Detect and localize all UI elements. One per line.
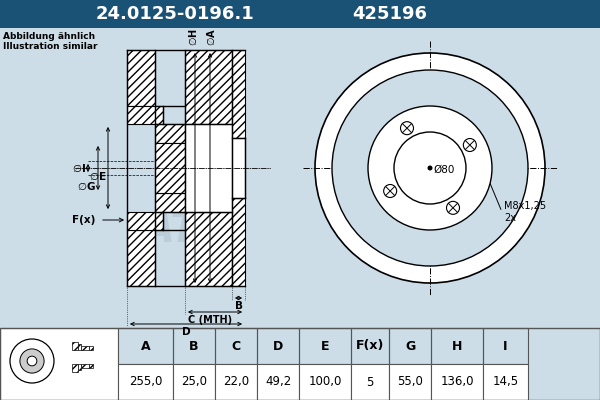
Bar xyxy=(185,50,232,124)
Text: A: A xyxy=(140,340,151,352)
Text: 425196: 425196 xyxy=(353,5,427,23)
Text: I: I xyxy=(503,340,508,352)
Bar xyxy=(81,346,89,350)
Circle shape xyxy=(315,53,545,283)
Bar xyxy=(431,364,483,400)
Bar xyxy=(351,328,389,364)
Bar xyxy=(389,364,431,400)
Text: C: C xyxy=(232,340,241,352)
Text: Abbildung ähnlich: Abbildung ähnlich xyxy=(3,32,95,41)
Text: 2x: 2x xyxy=(504,213,516,223)
Bar xyxy=(118,364,173,400)
Bar xyxy=(72,364,78,372)
Bar xyxy=(0,328,118,400)
Text: 55,0: 55,0 xyxy=(397,376,423,388)
Bar xyxy=(185,124,232,212)
Bar xyxy=(155,124,185,143)
Text: B: B xyxy=(235,301,242,311)
Circle shape xyxy=(368,106,492,230)
Bar xyxy=(155,193,185,212)
Text: E: E xyxy=(321,340,329,352)
Bar xyxy=(72,342,78,350)
Text: 14,5: 14,5 xyxy=(493,376,518,388)
Bar xyxy=(89,346,93,350)
Text: ATE: ATE xyxy=(143,209,227,251)
Circle shape xyxy=(446,201,460,214)
Bar xyxy=(351,364,389,400)
Circle shape xyxy=(383,184,397,198)
Bar xyxy=(232,198,245,286)
Text: Illustration similar: Illustration similar xyxy=(3,42,97,51)
Bar xyxy=(118,328,600,364)
Bar xyxy=(232,50,245,138)
Circle shape xyxy=(10,339,54,383)
Text: Ø80: Ø80 xyxy=(433,165,454,175)
Text: $\emptyset$I: $\emptyset$I xyxy=(72,162,86,174)
Bar xyxy=(185,212,232,286)
Bar xyxy=(78,344,81,350)
Text: 24.0125-0196.1: 24.0125-0196.1 xyxy=(95,5,254,23)
Bar xyxy=(299,328,351,364)
Bar xyxy=(232,138,245,198)
Text: C (MTH): C (MTH) xyxy=(188,315,232,325)
Bar xyxy=(215,328,257,364)
Bar xyxy=(299,364,351,400)
Bar xyxy=(173,364,215,400)
Text: $\emptyset$A: $\emptyset$A xyxy=(205,28,217,46)
Text: 100,0: 100,0 xyxy=(308,376,341,388)
Text: 25,0: 25,0 xyxy=(181,376,207,388)
Bar xyxy=(89,364,93,368)
Bar xyxy=(0,328,600,400)
Circle shape xyxy=(427,166,433,170)
Text: ATE: ATE xyxy=(403,221,477,255)
Text: G: G xyxy=(405,340,415,352)
Circle shape xyxy=(463,138,476,152)
Bar xyxy=(78,364,81,370)
Bar xyxy=(0,28,600,328)
Bar xyxy=(155,143,185,193)
Bar xyxy=(389,328,431,364)
Circle shape xyxy=(27,356,37,366)
Bar xyxy=(127,212,163,230)
Circle shape xyxy=(401,122,413,135)
Text: 255,0: 255,0 xyxy=(129,376,162,388)
Text: D: D xyxy=(182,327,190,337)
Bar xyxy=(81,364,89,368)
Text: B: B xyxy=(189,340,199,352)
Text: M8x1,25: M8x1,25 xyxy=(504,201,546,211)
Text: D: D xyxy=(273,340,283,352)
Bar xyxy=(173,328,215,364)
Bar xyxy=(118,328,173,364)
Text: $\emptyset$H: $\emptyset$H xyxy=(187,28,199,46)
Bar xyxy=(127,106,163,124)
Bar xyxy=(0,0,600,28)
Bar xyxy=(215,364,257,400)
Text: 49,2: 49,2 xyxy=(265,376,291,388)
Bar xyxy=(431,328,483,364)
Circle shape xyxy=(394,132,466,204)
Text: F(x): F(x) xyxy=(72,215,95,225)
Circle shape xyxy=(332,70,528,266)
Text: $\emptyset$G: $\emptyset$G xyxy=(77,180,96,192)
Text: 136,0: 136,0 xyxy=(440,376,474,388)
Text: H: H xyxy=(452,340,462,352)
Text: F(x): F(x) xyxy=(356,340,384,352)
Text: 5: 5 xyxy=(367,376,374,388)
Bar xyxy=(483,328,528,364)
Text: 22,0: 22,0 xyxy=(223,376,249,388)
Bar xyxy=(257,328,299,364)
Bar xyxy=(127,50,155,106)
Bar xyxy=(483,364,528,400)
Bar xyxy=(257,364,299,400)
Bar xyxy=(127,230,155,286)
Circle shape xyxy=(20,349,44,373)
Text: $\emptyset$E: $\emptyset$E xyxy=(89,170,106,182)
